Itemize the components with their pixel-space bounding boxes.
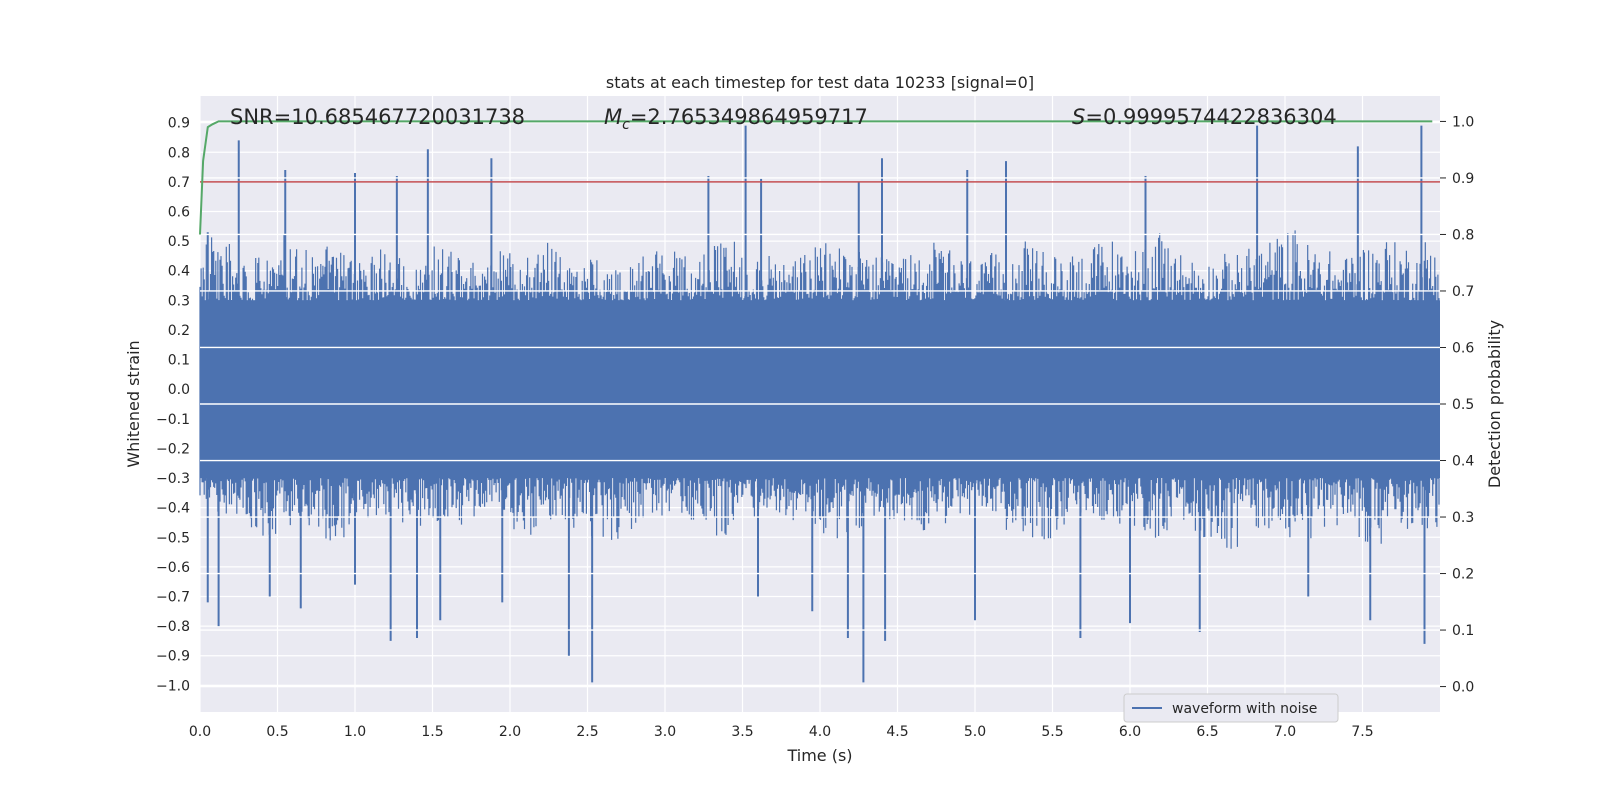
legend: waveform with noise bbox=[1123, 693, 1339, 723]
y2-tick-label: 0.7 bbox=[1452, 284, 1474, 300]
x-axis-label: Time (s) bbox=[786, 746, 852, 765]
chirp-mass-subscript: c bbox=[622, 117, 630, 133]
y-tick-label: −0.9 bbox=[156, 649, 190, 665]
y-tick-label: −0.6 bbox=[156, 560, 190, 576]
chirp-mass-symbol: M bbox=[604, 105, 622, 129]
y-tick-label: −0.5 bbox=[156, 530, 190, 546]
y-tick-label: −0.4 bbox=[156, 501, 190, 517]
y-tick-label: 0.1 bbox=[168, 353, 190, 369]
plot-area bbox=[199, 120, 1440, 688]
x-tick-label: 4.5 bbox=[886, 724, 908, 740]
y-tick-label: −0.2 bbox=[156, 441, 190, 457]
y-tick-label: 0.0 bbox=[168, 382, 190, 398]
y2-tick-label: 0.1 bbox=[1452, 623, 1474, 639]
x-tick-label: 7.5 bbox=[1351, 724, 1373, 740]
y-tick-label: 0.9 bbox=[168, 116, 190, 132]
y-tick-label: 0.7 bbox=[168, 175, 190, 191]
y-tick-label: 0.4 bbox=[168, 264, 190, 280]
y-axis-label: Whitened strain bbox=[124, 340, 143, 467]
x-tick-label: 3.5 bbox=[731, 724, 753, 740]
y-tick-label: −1.0 bbox=[156, 678, 190, 694]
y2-tick-label: 0.9 bbox=[1452, 171, 1474, 187]
y2-tick-label: 0.4 bbox=[1452, 454, 1474, 470]
s-symbol: S bbox=[1072, 105, 1085, 129]
waveform-core bbox=[200, 300, 1440, 479]
y-tick-label: 0.6 bbox=[168, 205, 190, 221]
y-tick-label: 0.3 bbox=[168, 293, 190, 309]
legend-label: waveform with noise bbox=[1172, 701, 1317, 717]
x-tick-label: 3.0 bbox=[654, 724, 676, 740]
y2-tick-label: 0.3 bbox=[1452, 510, 1474, 526]
y-tick-label: −0.3 bbox=[156, 471, 190, 487]
y2-tick-label: 0.0 bbox=[1452, 680, 1474, 696]
y-tick-label: −0.1 bbox=[156, 412, 190, 428]
x-tick-label: 2.0 bbox=[499, 724, 521, 740]
detection-probability-line bbox=[199, 120, 1433, 235]
x-tick-label: 6.5 bbox=[1196, 724, 1218, 740]
y-tick-label: 0.2 bbox=[168, 323, 190, 339]
x-axis: 0.0 0.5 1.0 1.5 2.0 2.5 3.0 3.5 4.0 4.5 5.0 5.5 6.0 6… bbox=[189, 724, 1374, 740]
chirp-mass-value: =2.765349864959717 bbox=[630, 105, 868, 129]
y2-tick-label: 0.2 bbox=[1452, 567, 1474, 583]
x-tick-label: 5.0 bbox=[964, 724, 986, 740]
y-axis: 0.9 0.8 0.7 0.6 0.5 0.4 0.3 0.2 0.1 0.0 −0.1 −0.2 −0… bbox=[156, 116, 190, 695]
x-tick-label: 5.5 bbox=[1041, 724, 1063, 740]
y-tick-label: −0.8 bbox=[156, 619, 190, 635]
y2-tick-label: 0.5 bbox=[1452, 397, 1474, 413]
x-tick-label: 7.0 bbox=[1274, 724, 1296, 740]
legend-box bbox=[1123, 693, 1339, 723]
s-annotation: S=0.9999574422836304 bbox=[1072, 105, 1337, 129]
x-tick-label: 1.0 bbox=[344, 724, 366, 740]
snr-annotation: SNR=10.685467720031738 bbox=[230, 105, 525, 129]
y-tick-label: 0.5 bbox=[168, 234, 190, 250]
chirp-mass-annotation: Mc=2.765349864959717 bbox=[604, 105, 868, 133]
x-tick-label: 6.0 bbox=[1119, 724, 1141, 740]
y-tick-label: 0.8 bbox=[168, 145, 190, 161]
s-value: =0.9999574422836304 bbox=[1085, 105, 1336, 129]
y2-tick-label: 0.6 bbox=[1452, 340, 1474, 356]
y2-axis-label: Detection probability bbox=[1485, 320, 1504, 488]
x-tick-label: 0.5 bbox=[266, 724, 288, 740]
y2-axis: 1.0 0.9 0.8 0.7 0.6 0.5 0.4 0.3 0.2 0.1 0.0 bbox=[1440, 114, 1474, 696]
x-tick-label: 0.0 bbox=[189, 724, 211, 740]
chart-title: stats at each timestep for test data 102… bbox=[606, 73, 1034, 92]
y2-tick-label: 0.8 bbox=[1452, 227, 1474, 243]
x-tick-label: 1.5 bbox=[421, 724, 443, 740]
x-tick-label: 2.5 bbox=[576, 724, 598, 740]
y-tick-label: −0.7 bbox=[156, 590, 190, 606]
x-tick-label: 4.0 bbox=[809, 724, 831, 740]
y2-tick-label: 1.0 bbox=[1452, 114, 1474, 130]
